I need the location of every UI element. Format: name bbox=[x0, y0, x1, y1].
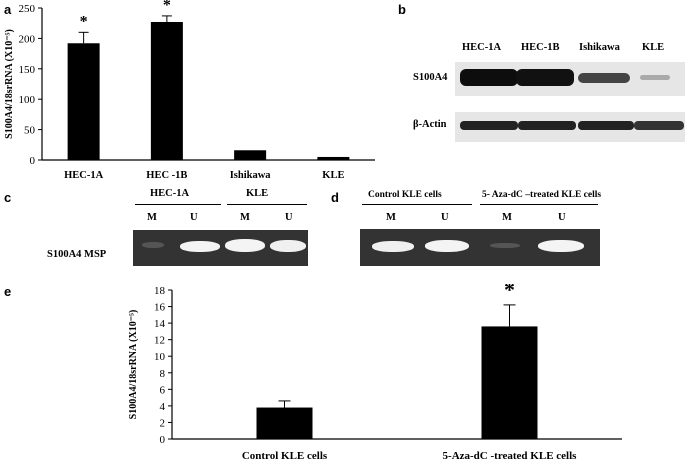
y-tick-label: 4 bbox=[160, 401, 166, 413]
category-label: Control KLE cells bbox=[242, 450, 328, 462]
y-tick-label: 250 bbox=[19, 3, 36, 15]
gel-d-lane-m2: M bbox=[502, 212, 512, 223]
gel-c-group-label-kle: KLE bbox=[246, 188, 269, 199]
blot-band-s100a4-ishikawa bbox=[578, 73, 630, 83]
category-label: KLE bbox=[322, 170, 344, 181]
blot-lane-label-ishikawa: Ishikawa bbox=[579, 42, 620, 53]
bar bbox=[317, 156, 350, 160]
gel-d-group-underline-1 bbox=[362, 204, 472, 205]
gel-c-group-underline-1 bbox=[135, 204, 221, 205]
y-tick-label: 0 bbox=[30, 155, 36, 167]
y-tick-label: 16 bbox=[154, 302, 166, 314]
blot-band-actin-ishikawa bbox=[578, 121, 634, 130]
bar bbox=[234, 150, 267, 160]
gel-c-group-label-hec1a: HEC-1A bbox=[150, 188, 190, 199]
y-tick-label: 6 bbox=[160, 384, 166, 396]
significance-marker: * bbox=[163, 0, 171, 14]
gel-d-lane-m1: M bbox=[386, 212, 396, 223]
bar bbox=[150, 21, 183, 161]
bar bbox=[256, 407, 313, 439]
y-tick-label: 100 bbox=[19, 94, 36, 106]
gel-d-group-label-control: Control KLE cells bbox=[368, 190, 442, 200]
y-tick-label: 0 bbox=[160, 434, 166, 446]
blot-band-s100a4-kle bbox=[640, 75, 670, 80]
gel-c-band-hec1a-m bbox=[142, 242, 164, 248]
y-tick-label: 2 bbox=[160, 417, 166, 429]
blot-band-s100a4-hec1a bbox=[460, 69, 518, 86]
gel-d-lane-u2: U bbox=[558, 212, 566, 223]
panel-label-d: d bbox=[331, 190, 339, 205]
blot-row-label-actin: β-Actin bbox=[413, 119, 447, 130]
blot-lane-label-kle: KLE bbox=[642, 42, 665, 53]
gel-d-band-control-u bbox=[425, 240, 469, 252]
y-tick-label: 8 bbox=[160, 368, 166, 380]
gel-d-band-control-m bbox=[372, 241, 414, 252]
gel-d-group-underline-2 bbox=[480, 204, 598, 205]
category-label: 5-Aza-dC -treated KLE cells bbox=[443, 450, 578, 462]
blot-band-s100a4-hec1b bbox=[516, 69, 574, 86]
gel-c-band-kle-u bbox=[270, 240, 306, 252]
chart-a: 0 50 100 150 200 250 S100A4/18srRNA (X10⁻⁵) * HE… bbox=[4, 0, 375, 181]
gel-d-band-treated-m bbox=[490, 243, 520, 248]
gel-d-group-label-treated: 5- Aza-dC –treated KLE cells bbox=[482, 190, 602, 200]
significance-marker: * bbox=[80, 13, 88, 30]
category-label: HEC-1A bbox=[64, 170, 104, 181]
gel-c-lane-m2: M bbox=[240, 212, 250, 223]
gel-c-band-hec1a-u bbox=[180, 241, 220, 252]
blot-row-label-s100a4: S100A4 bbox=[413, 72, 448, 83]
y-tick-label: 14 bbox=[154, 318, 166, 330]
gel-d-lane-u1: U bbox=[441, 212, 449, 223]
y-tick-label: 18 bbox=[154, 285, 166, 297]
blot-band-actin-kle bbox=[634, 121, 684, 130]
blot-band-actin-hec1a bbox=[460, 121, 518, 130]
gel-c-lane-u2: U bbox=[285, 212, 293, 223]
y-tick-label: 10 bbox=[154, 351, 166, 363]
y-tick-label: 12 bbox=[154, 335, 165, 347]
y-axis-title: S100A4/18srRNA (X10⁻⁵) bbox=[4, 29, 15, 139]
y-axis-title: S100A4/18srRNA (X10⁻⁵) bbox=[128, 310, 139, 420]
gel-c-lane-m1: M bbox=[147, 212, 157, 223]
bar bbox=[67, 43, 100, 160]
chart-e: 0 2 4 6 8 10 12 14 16 18 S100A4/18srRNA (X10⁻⁵) Con… bbox=[128, 284, 622, 462]
gel-d-band-treated-u bbox=[538, 240, 584, 252]
panel-label-b: b bbox=[398, 2, 406, 17]
panel-label-c: c bbox=[4, 190, 12, 205]
significance-marker: * bbox=[504, 284, 515, 302]
gel-c-group-underline-2 bbox=[227, 204, 307, 205]
category-label: HEC -1B bbox=[146, 170, 187, 181]
bar bbox=[481, 326, 538, 439]
y-tick-label: 150 bbox=[19, 64, 36, 76]
y-tick-label: 50 bbox=[24, 125, 36, 137]
panel-label-a: a bbox=[4, 2, 12, 17]
blot-band-actin-hec1b bbox=[518, 121, 576, 130]
gel-c-band-kle-m bbox=[225, 239, 265, 252]
gel-c-row-label: S100A4 MSP bbox=[47, 249, 107, 260]
category-label: Ishikawa bbox=[230, 170, 272, 181]
blot-lane-label-hec1b: HEC-1B bbox=[521, 42, 560, 53]
y-tick-label: 200 bbox=[19, 33, 36, 45]
blot-lane-label-hec1a: HEC-1A bbox=[462, 42, 502, 53]
panel-label-e: e bbox=[4, 284, 12, 299]
gel-c-lane-u1: U bbox=[190, 212, 198, 223]
